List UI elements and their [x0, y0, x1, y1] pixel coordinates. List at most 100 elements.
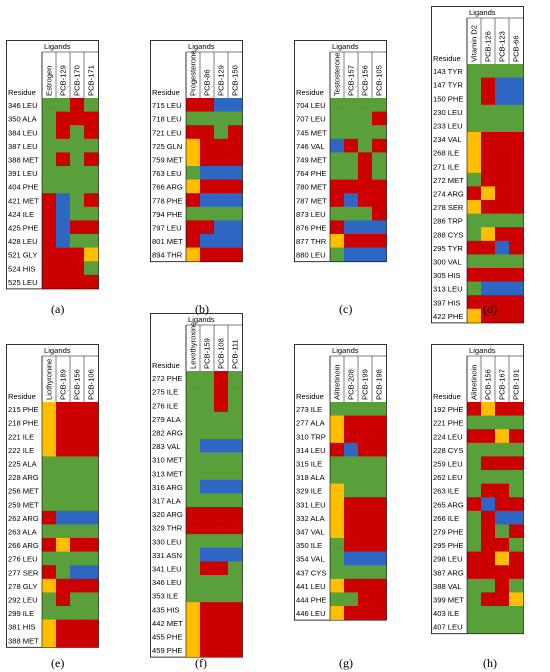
heatmap-cell: [495, 456, 510, 471]
heatmap-cell: [186, 629, 201, 644]
heatmap-cell: [495, 415, 510, 430]
heatmap-cell: [344, 179, 359, 194]
heatmap-cell: [495, 145, 510, 160]
ligand-header: PCB-105: [375, 65, 384, 96]
heatmap-cell: [70, 497, 85, 512]
heatmap-cell: [70, 551, 85, 566]
heatmap-cell: [214, 615, 229, 630]
residue-label: 310 MET: [152, 456, 183, 465]
ligands-header: Ligands: [332, 42, 359, 51]
heatmap-cell: [200, 179, 215, 194]
heatmap-cell: [42, 551, 57, 566]
heatmap-cell: [372, 565, 387, 580]
heatmap-cell: [214, 466, 229, 481]
heatmap-cell: [495, 442, 510, 457]
heatmap-cell: [358, 456, 373, 471]
residue-label: 143 TYR: [433, 67, 463, 76]
heatmap-cell: [330, 538, 345, 552]
residue-label: 150 PHE: [433, 94, 463, 103]
heatmap-cell: [214, 643, 229, 657]
heatmap-cell: [70, 578, 85, 593]
heatmap-cell: [372, 429, 387, 444]
residue-label: 329 THR: [152, 524, 183, 533]
heatmap-cell: [372, 402, 387, 416]
panel-h-heatmap: Ligands Residue Alitretinoin PCB-156 PCB-167…: [431, 344, 524, 635]
heatmap-cell: [509, 132, 524, 146]
heatmap-cell: [358, 402, 373, 416]
residue-label: 224 LEU: [433, 432, 463, 441]
ligands-header: Ligands: [188, 315, 215, 324]
heatmap-cell: [481, 551, 496, 566]
heatmap-cell: [186, 466, 201, 481]
heatmap-cell: [186, 247, 201, 262]
heatmap-cell: [214, 98, 229, 112]
ligand-header: Liothyronine: [45, 359, 54, 400]
heatmap-cell: [42, 138, 57, 153]
heatmap-cell: [495, 578, 510, 593]
heatmap-cell: [214, 629, 229, 644]
heatmap-cell: [467, 497, 482, 512]
caption-d: (d): [483, 302, 497, 316]
heatmap-cell: [467, 442, 482, 457]
heatmap-cell: [330, 497, 345, 512]
heatmap-cell: [186, 398, 201, 413]
heatmap-cell: [509, 510, 524, 525]
heatmap-cell: [481, 104, 496, 119]
residue-header: Residue: [433, 54, 461, 63]
heatmap-cell: [372, 456, 387, 471]
residue-label: 715 LEU: [152, 101, 182, 110]
heatmap-cell: [42, 606, 57, 620]
residue-label: 763 LEU: [152, 169, 182, 178]
heatmap-cell: [495, 470, 510, 484]
heatmap-cell: [372, 551, 387, 566]
heatmap-cell: [228, 534, 243, 549]
heatmap-cell: [84, 456, 99, 471]
heatmap-cell: [495, 402, 510, 416]
ligand-header: PCB-170: [73, 65, 82, 96]
residue-label: 262 ARG: [8, 514, 39, 523]
heatmap-cell: [70, 111, 85, 126]
panel-e-heatmap: Ligands Residue Liothyronine PCB-189 PCB-156…: [6, 344, 99, 648]
heatmap-cell: [467, 456, 482, 471]
heatmap-cell: [56, 125, 71, 140]
residue-label: 746 VAL: [296, 142, 325, 151]
heatmap-cell: [509, 240, 524, 255]
heatmap-cell: [56, 152, 71, 167]
residue-label: 262 LEU: [433, 473, 463, 482]
residue-header: Residue: [296, 88, 324, 97]
heatmap-cell: [186, 179, 201, 194]
heatmap-cell: [214, 452, 229, 467]
heatmap-cell: [200, 479, 215, 494]
heatmap-cell: [200, 602, 215, 617]
heatmap-cell: [330, 152, 345, 167]
heatmap-cell: [330, 510, 345, 525]
heatmap-cell: [186, 615, 201, 630]
heatmap-cell: [481, 213, 496, 228]
heatmap-cell: [200, 193, 215, 208]
heatmap-cell: [84, 111, 99, 126]
panel-b-heatmap: Ligands Residue Progesterone PCB-86 PCB-129 P…: [150, 40, 243, 263]
heatmap-cell: [358, 551, 373, 566]
residue-label: 384 LEU: [8, 128, 38, 137]
residue-label: 346 LEU: [152, 578, 182, 587]
heatmap-cell: [70, 274, 85, 289]
heatmap-cell: [481, 442, 496, 457]
residue-header: Residue: [8, 392, 36, 401]
heatmap-cell: [495, 308, 510, 323]
heatmap-cell: [70, 524, 85, 539]
heatmap-cell: [495, 64, 510, 78]
heatmap-cell: [56, 429, 71, 444]
residue-label: 233 LEU: [433, 122, 463, 131]
caption-f: (f): [195, 656, 207, 670]
heatmap-cell: [372, 138, 387, 153]
heatmap-cell: [84, 166, 99, 180]
heatmap-cell: [467, 227, 482, 242]
heatmap-cell: [372, 179, 387, 194]
residue-label: 721 LEU: [152, 128, 182, 137]
ligand-header: PCB-167: [498, 369, 507, 400]
residue-label: 346 LEU: [8, 101, 38, 110]
heatmap-cell: [467, 429, 482, 444]
heatmap-cell: [42, 510, 57, 525]
heatmap-cell: [84, 565, 99, 580]
heatmap-cell: [481, 281, 496, 296]
